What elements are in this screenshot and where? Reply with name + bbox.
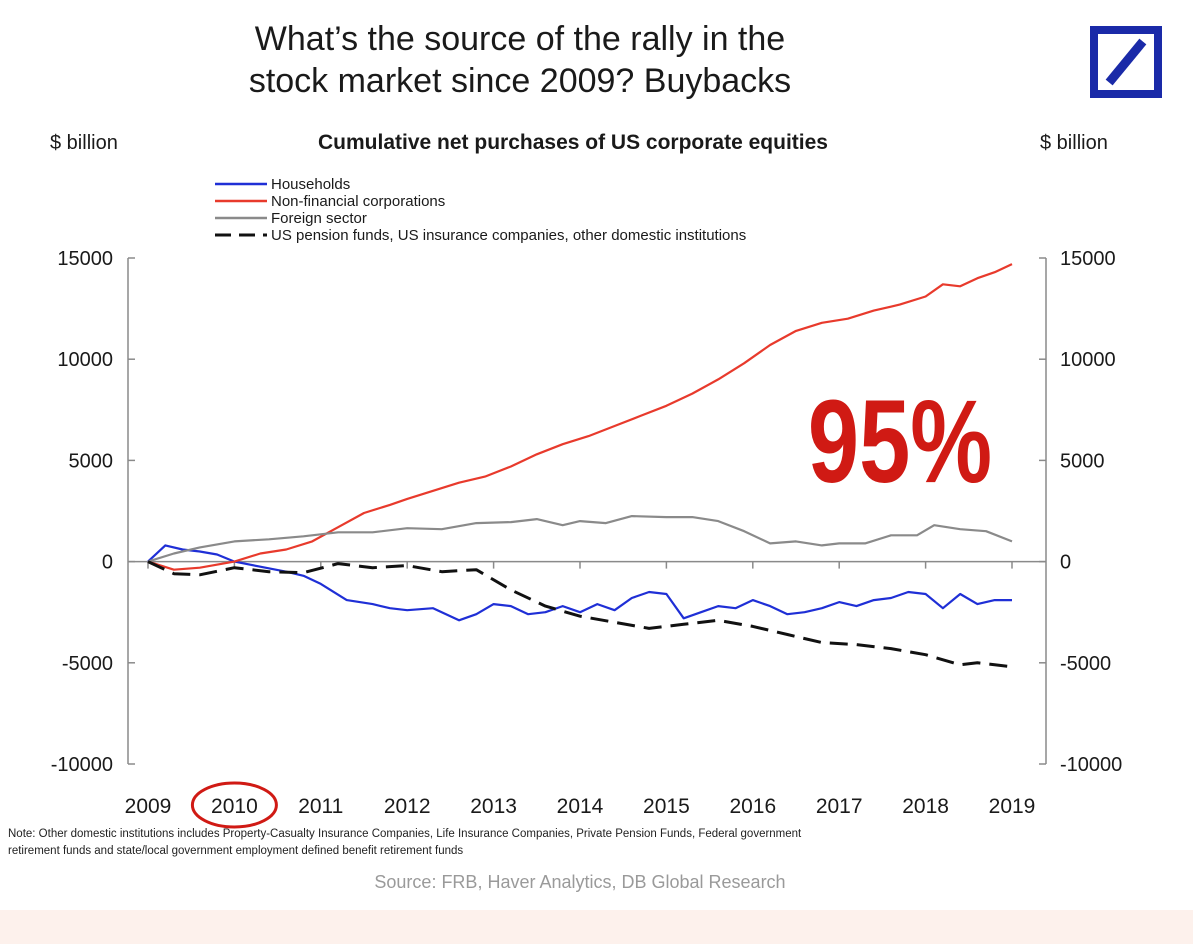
y-tick-label-left: 5000: [69, 450, 114, 472]
legend-label-3: US pension funds, US insurance companies…: [271, 227, 746, 244]
page-title: What’s the source of the rally in the st…: [150, 18, 890, 102]
legend-label-0: Households: [271, 176, 350, 193]
x-tick-label: 2013: [470, 795, 517, 818]
footer-band: [0, 910, 1193, 944]
series-line-1: [147, 263, 1013, 571]
legend-label-2: Foreign sector: [271, 210, 367, 227]
x-tick-label: 2009: [125, 795, 172, 818]
series-line-2: [147, 515, 1013, 563]
x-tick-label: 2019: [989, 795, 1036, 818]
x-tick-label: 2017: [816, 795, 863, 818]
legend-label-1: Non-financial corporations: [271, 193, 445, 210]
y-axis-label-right: $ billion: [1040, 132, 1108, 154]
y-axis-label-left: $ billion: [50, 132, 118, 154]
deutsche-bank-logo-icon: [1090, 26, 1162, 98]
note-line-1: Note: Other domestic institutions includ…: [8, 828, 802, 840]
y-tick-label-left: 15000: [57, 248, 113, 270]
chart-title: Cumulative net purchases of US corporate…: [318, 131, 828, 154]
title-line-2: stock market since 2009? Buybacks: [248, 62, 792, 100]
logo-slash-icon: [1105, 38, 1147, 86]
source-text: Source: FRB, Haver Analytics, DB Global …: [374, 872, 786, 892]
x-tick-label: 2015: [643, 795, 690, 818]
annotation-95-percent: 95%: [808, 376, 992, 508]
y-tick-label-left: -10000: [51, 754, 113, 776]
x-tick-label: 2018: [902, 795, 949, 818]
x-tick-label: 2012: [384, 795, 431, 818]
y-tick-label-right: 0: [1060, 552, 1071, 574]
y-tick-label-left: 10000: [57, 349, 113, 371]
note-line-2: retirement funds and state/local governm…: [8, 845, 464, 857]
y-tick-label-right: 15000: [1060, 248, 1116, 270]
x-tick-label: 2014: [557, 795, 604, 818]
series-line-3: [147, 560, 1013, 669]
x-tick-label: 2010: [211, 795, 258, 818]
y-tick-label-right: 5000: [1060, 450, 1105, 472]
y-tick-label-left: -5000: [62, 653, 113, 675]
y-tick-label-left: 0: [102, 552, 113, 574]
series-line-0: [147, 544, 1012, 622]
highlight-ellipse-2010: [190, 781, 278, 829]
footnote: Note: Other domestic institutions includ…: [8, 826, 1183, 860]
title-line-1: What’s the source of the rally in the: [254, 20, 786, 58]
y-tick-label-right: 10000: [1060, 349, 1116, 371]
x-tick-label: 2011: [298, 795, 343, 818]
x-tick-label: 2016: [729, 795, 776, 818]
y-tick-label-right: -5000: [1060, 653, 1111, 675]
y-tick-label-right: -10000: [1060, 754, 1122, 776]
